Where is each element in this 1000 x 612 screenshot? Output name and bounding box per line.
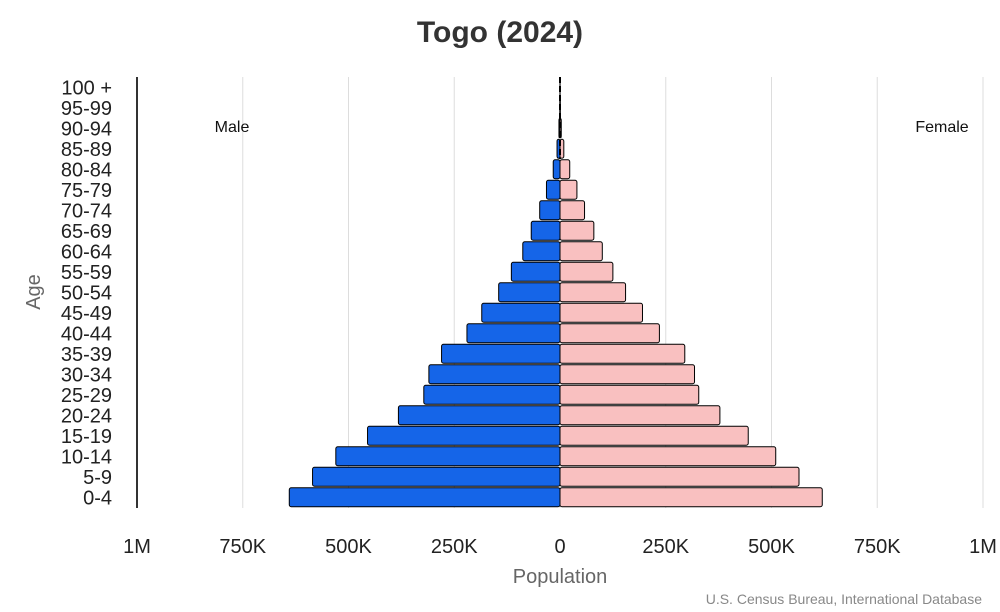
x-tick-label: 750K [219,536,266,558]
y-tick-label: 15-19 [61,426,112,448]
bar-female-25-29 [559,384,700,405]
bar-female-15-19 [559,425,749,446]
bar-female-20-24 [559,405,721,426]
y-tick-label: 45-49 [61,303,112,325]
bars [288,77,823,508]
bar-male-35-39 [441,343,561,364]
y-tick-label: 35-39 [61,344,112,366]
x-tick-label: 250K [431,536,478,558]
bar-male-30-34 [428,364,561,385]
bar-female-40-44 [559,323,660,344]
bar-male-50-54 [498,282,561,303]
y-tick-label: 55-59 [61,262,112,284]
y-tick-label: 70-74 [61,200,112,222]
bar-male-80-84 [552,159,561,180]
y-tick-label: 95-99 [61,98,112,120]
bar-male-40-44 [466,323,561,344]
y-tick-label: 0-4 [83,487,112,509]
x-axis-title: Population [513,566,608,588]
female-label: Female [915,119,968,136]
bar-female-55-59 [559,261,614,282]
bar-male-75-79 [545,179,561,200]
bar-female-75-79 [559,179,578,200]
bar-female-45-49 [559,302,643,323]
bar-male-55-59 [510,261,561,282]
bar-male-45-49 [481,302,561,323]
x-tick-label: 750K [854,536,901,558]
x-tick-label: 1M [123,536,151,558]
bar-male-15-19 [367,425,561,446]
bar-male-20-24 [397,405,561,426]
chart-title: Togo (2024) [417,16,583,49]
y-tick-label: 90-94 [61,118,112,140]
y-tick-label: 75-79 [61,180,112,202]
x-tick-label: 500K [325,536,372,558]
source-credit: U.S. Census Bureau, International Databa… [706,591,982,607]
y-tick-label: 85-89 [61,139,112,161]
bar-female-70-74 [559,200,586,221]
x-tick-label: 500K [748,536,795,558]
bar-female-30-34 [559,364,696,385]
bar-male-70-74 [539,200,561,221]
y-tick-label: 25-29 [61,385,112,407]
x-tick-labels: 1M 750K 500K 250K 0 250K 500K 750K 1M [123,536,997,558]
y-tick-label: 5-9 [83,467,112,489]
y-tick-label: 30-34 [61,364,112,386]
bar-female-60-64 [559,241,603,262]
y-tick-label: 60-64 [61,241,112,263]
y-tick-label: 10-14 [61,446,112,468]
bar-male-60-64 [522,241,561,262]
bar-male-5-9 [312,466,561,487]
x-tick-label: 0 [554,536,565,558]
bar-male-65-69 [530,220,561,241]
bar-male-0-4 [288,487,561,508]
y-tick-label: 50-54 [61,282,112,304]
y-tick-label: 80-84 [61,159,112,181]
bar-female-65-69 [559,220,595,241]
bar-female-5-9 [559,466,800,487]
bar-female-10-14 [559,446,777,467]
y-axis-title: Age [23,274,45,310]
y-tick-label: 100 + [61,77,112,99]
male-label: Male [215,119,250,136]
y-tick-labels: 0-45-910-1415-1920-2425-2930-3435-3940-4… [61,77,112,509]
y-tick-label: 20-24 [61,405,112,427]
bar-male-25-29 [423,384,561,405]
bar-female-80-84 [559,159,571,180]
y-tick-label: 65-69 [61,221,112,243]
bar-male-10-14 [335,446,561,467]
x-tick-label: 250K [642,536,689,558]
bar-female-35-39 [559,343,686,364]
bar-female-0-4 [559,487,823,508]
y-tick-label: 40-44 [61,323,112,345]
bar-female-50-54 [559,282,627,303]
x-tick-label: 1M [969,536,997,558]
